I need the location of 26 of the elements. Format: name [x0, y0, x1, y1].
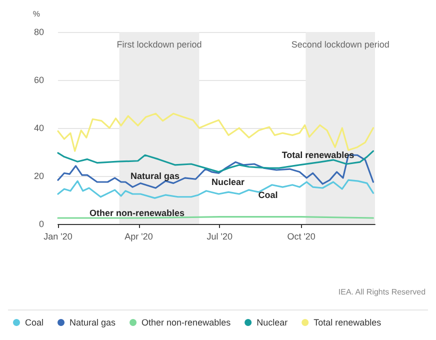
y-tick-label: 80 — [34, 27, 44, 37]
annotation: Nuclear — [211, 177, 245, 187]
band-label: Second lockdown period — [291, 40, 390, 50]
text: IEA. All Rights Reserved — [338, 288, 426, 296]
line-series — [57, 179, 374, 199]
legend-label: Coal — [25, 318, 44, 328]
x-tick-label: Jul '20 — [206, 232, 232, 242]
y-tick-label: 60 — [34, 75, 44, 85]
legend-label: Total renewables — [314, 318, 382, 328]
x-tick-label: Apr '20 — [124, 232, 153, 242]
band-label: First lockdown period — [116, 40, 202, 50]
annotation: Total renewables — [282, 150, 354, 160]
y-tick-label: 0 — [38, 219, 44, 229]
annotation: Coal — [258, 190, 278, 200]
line-series — [57, 150, 374, 173]
y-tick-label: 40 — [34, 123, 44, 133]
legend-label: Nuclear — [256, 318, 288, 328]
legend-label: Natural gas — [70, 318, 116, 328]
x-tick-label: Jan '20 — [44, 232, 72, 242]
y-axis-title: % — [32, 10, 40, 18]
y-tick-label: 20 — [34, 171, 44, 181]
x-tick-label: Oct '20 — [287, 232, 316, 242]
annotation: Other non-renewables — [89, 208, 185, 218]
annotation: Natural gas — [130, 171, 180, 181]
legend-label: Other non-renewables — [142, 318, 232, 328]
line-series — [57, 112, 374, 152]
